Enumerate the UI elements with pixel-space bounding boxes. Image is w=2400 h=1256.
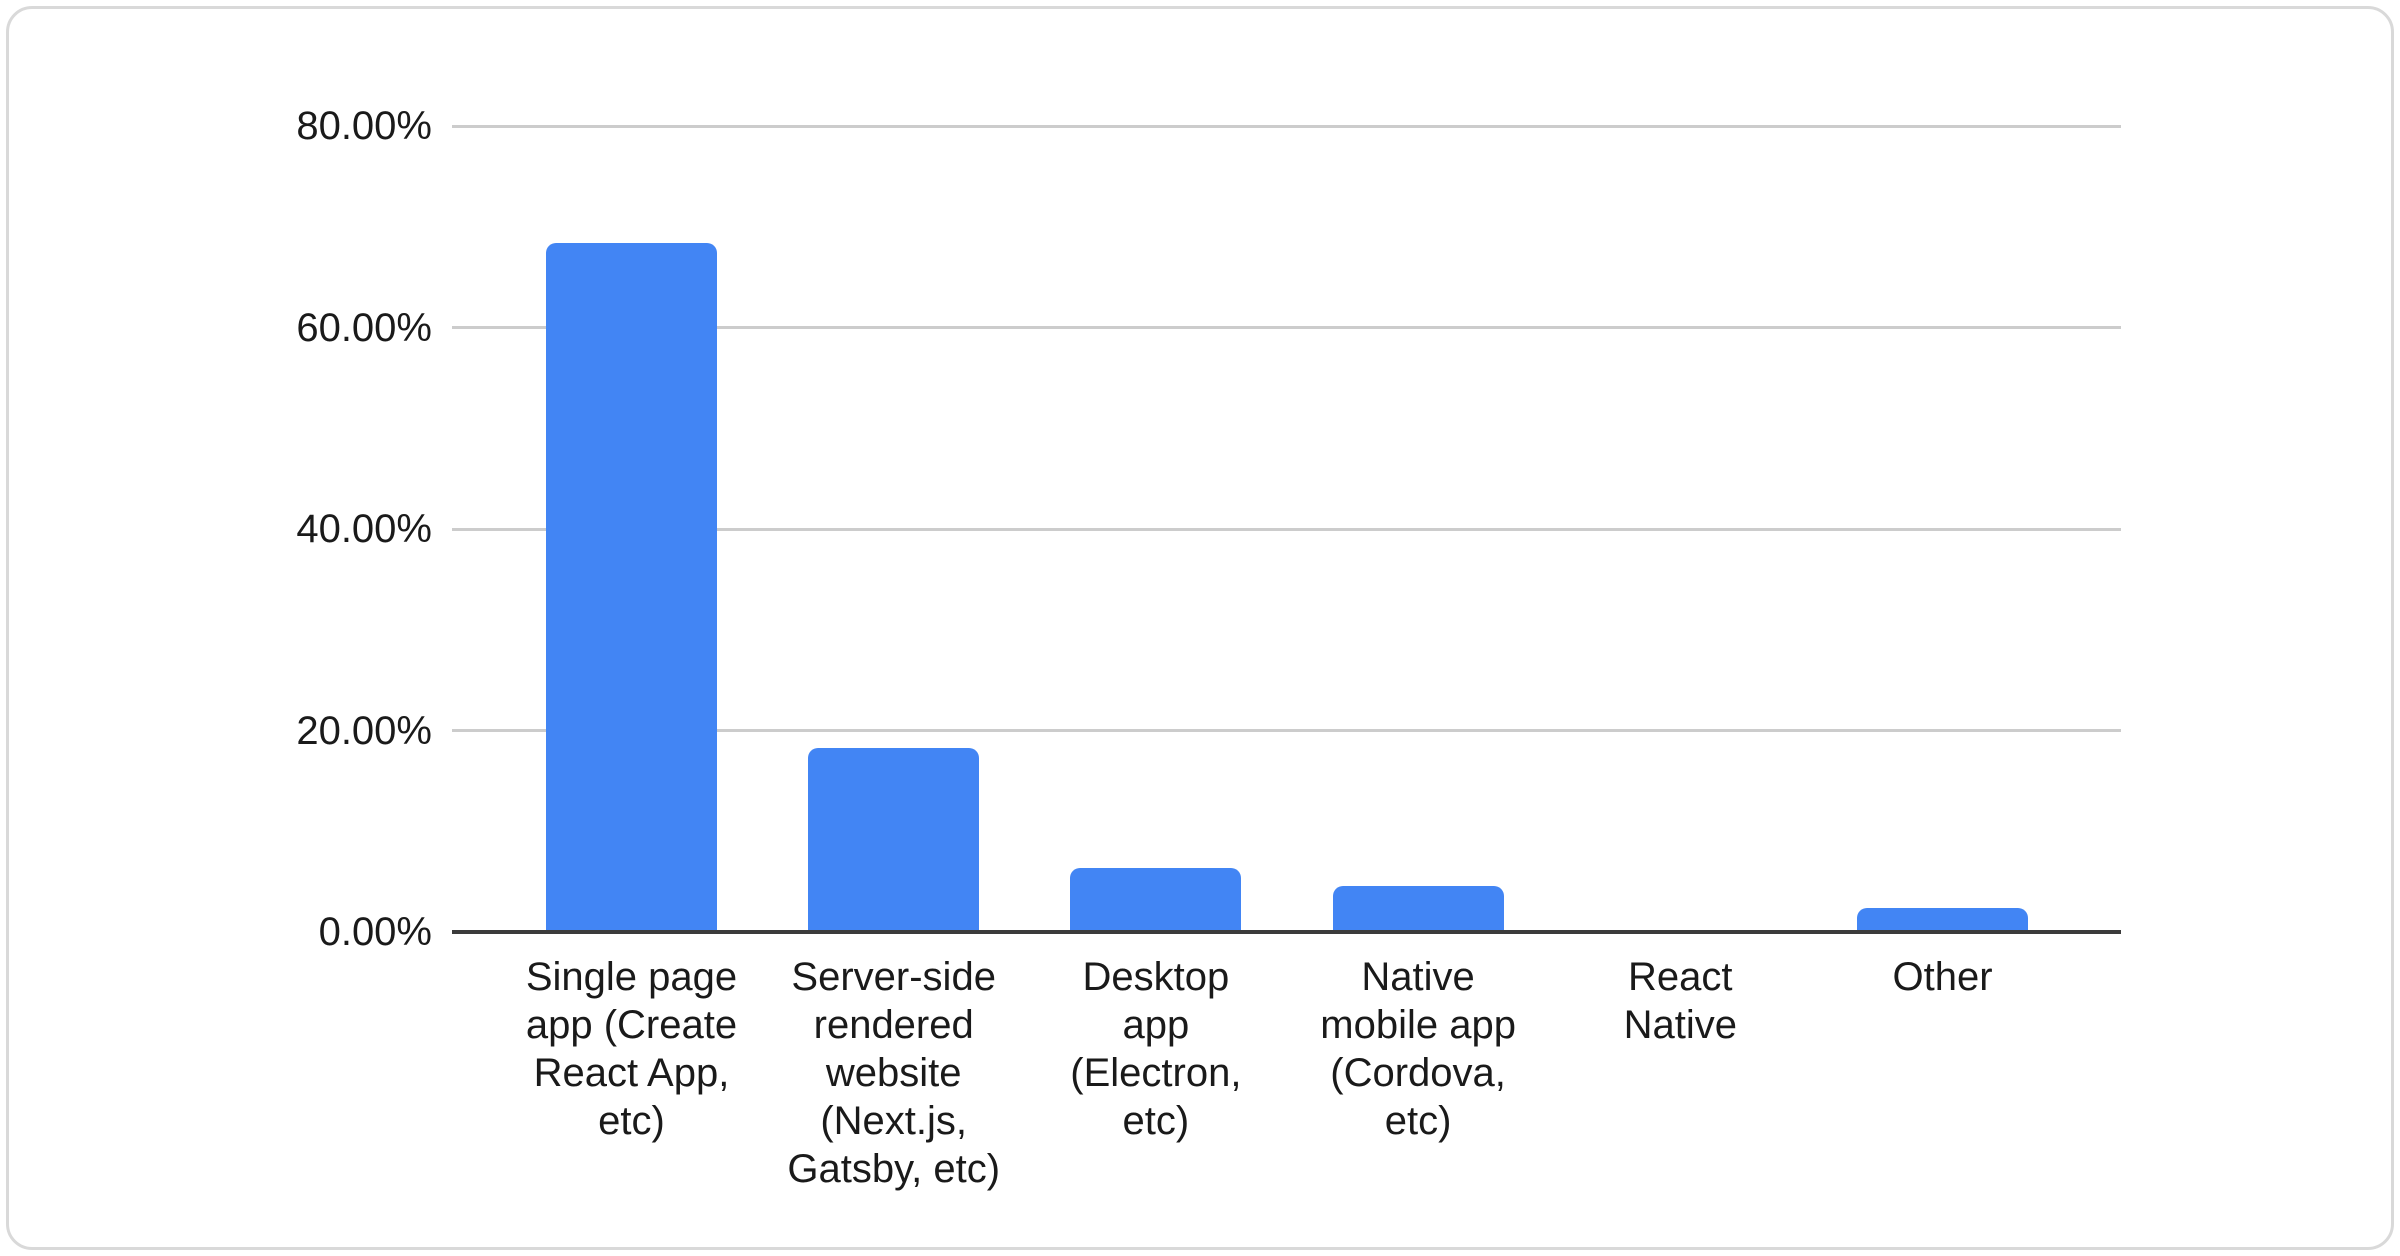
bar-other[interactable] [1857, 907, 2028, 932]
gridline-40 [452, 527, 2121, 531]
y-tick-label-20: 20.00% [296, 708, 432, 753]
bar-desktop-app[interactable] [1070, 867, 1242, 932]
x-label-single-page-app: Single page app (Create React App, etc) [525, 955, 738, 1143]
y-tick-label-80: 80.00% [296, 104, 432, 148]
x-label-react-native: React Native [1623, 955, 1737, 1047]
gridline-60 [452, 326, 2121, 329]
chart-card: 80.00% 60.00% 40.00% 20.00% 0.00% Single page… [6, 6, 2394, 1250]
x-label-other: Other [1892, 955, 1993, 999]
x-label-native-mobile-app: Native mobile app (Cordova, etc) [1320, 955, 1516, 1143]
y-tick-label-60: 60.00% [296, 305, 432, 350]
x-label-desktop-app: Desktop app (Electron, etc) [1070, 955, 1242, 1143]
bar-native-mobile-app[interactable] [1332, 885, 1504, 932]
gridline-20 [452, 729, 2121, 732]
y-tick-label-40: 40.00% [296, 507, 432, 551]
x-axis-line [452, 930, 2121, 934]
plot-area: 80.00% 60.00% 40.00% 20.00% 0.00% Single page… [9, 9, 2400, 1256]
x-label-server-side-rendered-website: Server-side rendered website (Next.js, G… [787, 955, 1001, 1191]
y-tick-label-0: 0.00% [318, 910, 432, 954]
gridline-80 [452, 124, 2121, 128]
bar-single-page-app[interactable] [546, 242, 717, 932]
bar-server-side-rendered-website[interactable] [808, 747, 980, 932]
